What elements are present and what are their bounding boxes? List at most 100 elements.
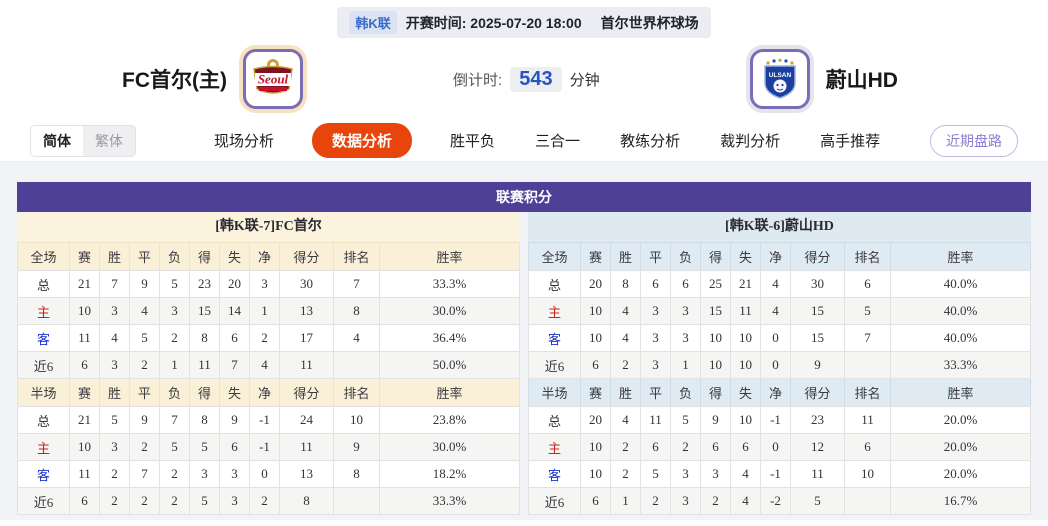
stats-header-row: 全场赛胜平负得失净得分 排名 胜率 <box>17 242 520 271</box>
stats-row: 总 21 7 9 5 23 20 3 30 7 33.3% <box>17 270 520 298</box>
stat-cell: 10 <box>580 460 611 488</box>
stat-cell <box>844 351 891 379</box>
stat-cell: 15 <box>189 297 220 325</box>
stats-row: 总 20 4 11 5 9 10 -1 23 11 20.0% <box>528 406 1031 434</box>
stat-cell: 0 <box>760 324 791 352</box>
stat-cell: 17 <box>279 324 334 352</box>
stat-cell: 3 <box>189 460 220 488</box>
stat-cell: 30.0% <box>379 297 520 325</box>
stat-cell: 7 <box>219 351 250 379</box>
column-header: 净 <box>760 242 791 271</box>
stat-cell: 24 <box>279 406 334 434</box>
column-header: 得 <box>189 242 220 271</box>
away-stats-table: [韩K联-6]蔚山HD 全场赛胜平负得失净得分 排名 胜率总 20 8 6 6 25 21 4 30… <box>528 212 1031 515</box>
stat-cell: 3 <box>670 324 701 352</box>
column-header: 胜 <box>610 378 641 407</box>
recent-trends-button[interactable]: 近期盘路 <box>930 124 1018 157</box>
column-header: 半场 <box>528 378 581 407</box>
stat-cell: 6 <box>640 433 671 461</box>
column-header: 负 <box>159 378 190 407</box>
column-header: 胜 <box>99 378 130 407</box>
column-header: 得分 <box>790 242 845 271</box>
stat-cell: 7 <box>844 324 891 352</box>
stat-cell: 10 <box>580 297 611 325</box>
tab-expert-picks[interactable]: 高手推荐 <box>820 133 881 150</box>
column-header: 得分 <box>790 378 845 407</box>
stat-cell: -1 <box>249 433 280 461</box>
lang-simplified-option[interactable]: 简体 <box>31 125 83 156</box>
home-team-name: FC首尔(主) <box>122 69 227 92</box>
tab-live-analysis[interactable]: 现场分析 <box>214 133 275 150</box>
stat-cell: 4 <box>730 487 761 515</box>
row-label: 主 <box>528 433 581 461</box>
tab-data-analysis[interactable]: 数据分析 <box>312 123 413 158</box>
tab-coach-analysis[interactable]: 教练分析 <box>620 133 681 150</box>
row-label: 近6 <box>17 487 70 515</box>
stat-cell: 11 <box>279 433 334 461</box>
countdown: 倒计时: 543 分钟 <box>453 66 600 92</box>
kickoff-time: 开赛时间: 2025-07-20 18:00 <box>405 14 582 31</box>
row-label: 客 <box>17 324 70 352</box>
stat-cell: 7 <box>159 406 190 434</box>
row-label: 主 <box>17 297 70 325</box>
stat-cell: 5 <box>640 460 671 488</box>
stat-cell: 21 <box>69 406 100 434</box>
stat-cell: 3 <box>219 487 250 515</box>
tab-referee-analysis[interactable]: 裁判分析 <box>720 133 781 150</box>
stat-cell: 15 <box>790 324 845 352</box>
tab-win-draw-loss[interactable]: 胜平负 <box>450 133 496 150</box>
stats-row: 近6 6 2 3 1 10 10 0 9 33.3% <box>528 351 1031 379</box>
stat-cell: 10 <box>69 297 100 325</box>
column-header: 失 <box>730 378 761 407</box>
column-header: 胜 <box>99 242 130 271</box>
stat-cell: 36.4% <box>379 324 520 352</box>
column-header: 排名 <box>844 378 891 407</box>
row-label: 总 <box>17 270 70 298</box>
stat-cell: 25 <box>700 270 731 298</box>
stat-cell: 10 <box>700 324 731 352</box>
stat-cell: 7 <box>99 270 130 298</box>
stat-cell: 10 <box>333 406 380 434</box>
stat-cell: 3 <box>249 270 280 298</box>
stat-cell: 23 <box>790 406 845 434</box>
stat-cell: 10 <box>580 433 611 461</box>
venue-name: 首尔世界杯球场 <box>600 14 699 31</box>
stats-row: 主 10 2 6 2 6 6 0 12 6 20.0% <box>528 433 1031 461</box>
column-header: 全场 <box>528 242 581 271</box>
stat-cell: 6 <box>580 487 611 515</box>
away-team-block: ULSAN 蔚山HD <box>749 49 898 109</box>
stat-cell: 2 <box>670 433 701 461</box>
tab-three-in-one[interactable]: 三合一 <box>535 133 581 150</box>
row-label: 总 <box>17 406 70 434</box>
stat-cell: 6 <box>69 351 100 379</box>
stat-cell: 4 <box>610 297 641 325</box>
stat-cell: 5 <box>129 324 160 352</box>
stat-cell: 3 <box>99 351 130 379</box>
stat-cell: 3 <box>219 460 250 488</box>
stat-cell: 2 <box>129 487 160 515</box>
stat-cell: 1 <box>249 297 280 325</box>
away-table-header: [韩K联-6]蔚山HD <box>528 212 1031 242</box>
league-badge[interactable]: 韩K联 <box>349 11 397 34</box>
column-header: 半场 <box>17 378 70 407</box>
column-header: 排名 <box>844 242 891 271</box>
stat-cell: 9 <box>219 406 250 434</box>
stat-cell: 50.0% <box>379 351 520 379</box>
stat-cell: 2 <box>159 324 190 352</box>
team-header-row: FC首尔(主) Seoul 倒计时: 543 分钟 <box>0 38 1048 120</box>
stat-cell: 4 <box>760 270 791 298</box>
language-toggle: 简体 繁体 <box>30 124 136 157</box>
stat-cell: 6 <box>700 433 731 461</box>
away-team-logo: ULSAN <box>749 49 810 109</box>
stat-cell: 18.2% <box>379 460 520 488</box>
lang-traditional-option[interactable]: 繁体 <box>95 132 123 149</box>
stat-cell: 6 <box>670 270 701 298</box>
stat-cell: 5 <box>670 406 701 434</box>
stats-row: 总 21 5 9 7 8 9 -1 24 10 23.8% <box>17 406 520 434</box>
stat-cell: 20.0% <box>890 433 1031 461</box>
stat-cell: 23 <box>189 270 220 298</box>
row-label: 总 <box>528 270 581 298</box>
stat-cell: 7 <box>333 270 380 298</box>
stat-cell: 2 <box>99 460 130 488</box>
stat-cell: 8 <box>333 460 380 488</box>
